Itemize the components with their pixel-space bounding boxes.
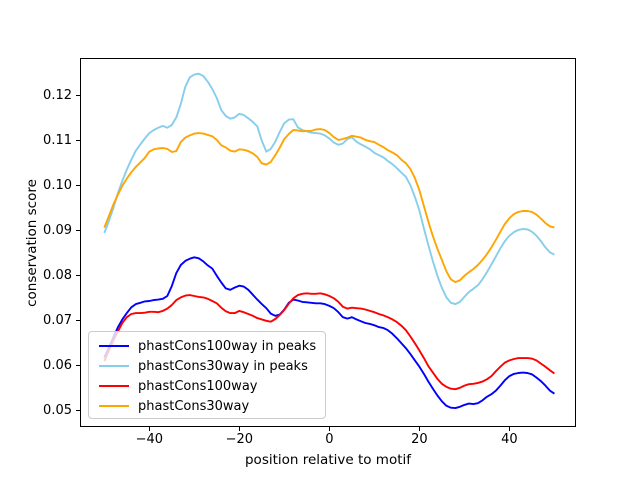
x-tick-label: 20 [411,432,428,447]
x-tick-label: −40 [135,432,164,447]
y-tick-label: 0.11 [43,132,72,148]
x-tick-mark [238,427,240,431]
legend: phastCons100way in peaks phastCons30way i… [88,331,326,419]
legend-label: phastCons100way [138,378,258,394]
legend-item-4: phastCons30way [89,396,325,416]
legend-item-2: phastCons30way in peaks [89,356,325,376]
y-tick-mark [76,320,80,322]
x-tick-label: −20 [225,432,254,447]
y-tick-label: 0.12 [43,87,72,103]
legend-item-1: phastCons100way in peaks [89,336,325,356]
x-axis-label: position relative to motif [244,452,412,468]
x-tick-mark [508,427,510,431]
y-tick-mark [76,95,80,97]
y-tick-label: 0.08 [43,267,72,283]
x-tick-mark [148,427,150,431]
series-line-phastcons30way-in-peaks [103,72,555,306]
legend-swatch-line [99,404,129,408]
y-tick-mark [76,230,80,232]
legend-swatch-line [99,344,129,348]
y-tick-label: 0.07 [43,312,72,328]
y-tick-label: 0.05 [43,402,72,418]
series-line-phastcons30way [103,128,555,284]
legend-label: phastCons100way in peaks [138,338,317,354]
series-line-phastcons100way-in-peaks [103,256,555,410]
y-tick-mark [76,275,80,277]
legend-label: phastCons30way in peaks [138,358,308,374]
legend-label: phastCons30way [138,398,250,414]
legend-swatch-line [99,364,129,368]
legend-swatch-line [99,384,129,388]
x-tick-mark [328,427,330,431]
y-tick-label: 0.09 [43,222,72,238]
y-tick-label: 0.06 [43,357,72,373]
y-tick-label: 0.10 [43,177,72,193]
x-tick-label: 0 [325,432,334,447]
series-line-phastcons100way [103,292,555,391]
x-tick-label: 40 [501,432,518,447]
y-tick-mark [76,410,80,412]
plot-area [80,58,576,427]
x-tick-mark [418,427,420,431]
legend-item-3: phastCons100way [89,376,325,396]
y-tick-mark [76,140,80,142]
y-axis-label: conservation score [24,179,40,307]
y-tick-mark [76,185,80,187]
y-tick-mark [76,365,80,367]
